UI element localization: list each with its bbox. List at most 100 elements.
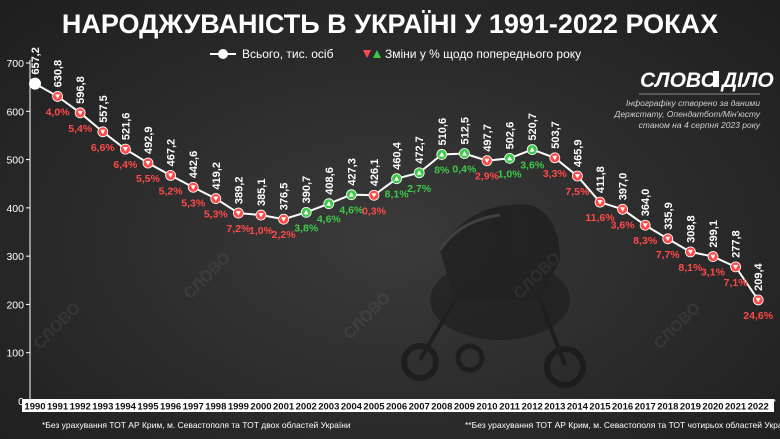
- x-tick-label: 2016: [612, 402, 633, 413]
- down-arrow-icon: [665, 236, 671, 242]
- source-line: Держстату, Опендатбот/Мін'юсту: [613, 109, 760, 119]
- watermark: СЛОВО: [181, 249, 234, 302]
- x-tick-label: 1995: [137, 402, 159, 413]
- change-percent-label: 3,1%: [701, 267, 726, 279]
- data-value-label: 510,6: [437, 118, 449, 146]
- x-tick-label: 1996: [160, 402, 181, 413]
- up-arrow-icon: [348, 192, 354, 197]
- down-arrow-icon: [574, 174, 580, 179]
- change-percent-label: 4,6%: [317, 214, 342, 226]
- x-tick-label: 1991: [47, 402, 69, 413]
- footnote-right: **Без урахування ТОТ АР Крим, м. Севасто…: [465, 420, 780, 430]
- y-tick-label: 400: [6, 203, 24, 215]
- up-arrow-icon: [416, 170, 422, 175]
- change-percent-label: 8%: [434, 164, 450, 176]
- x-tick-label: 1999: [228, 402, 249, 413]
- x-tick-label: 1992: [70, 402, 91, 413]
- up-arrow-icon: [373, 50, 381, 58]
- data-value-label: 426,1: [369, 159, 381, 187]
- down-arrow-icon: [710, 254, 716, 260]
- x-tick-label: 2017: [635, 402, 656, 413]
- data-value-label: 521,6: [120, 113, 132, 141]
- y-tick-label: 100: [6, 348, 24, 360]
- down-arrow-icon: [620, 207, 626, 212]
- up-arrow-icon: [529, 147, 535, 152]
- data-value-label: 492,9: [143, 126, 155, 154]
- down-arrow-icon: [281, 217, 287, 222]
- data-value-label: 308,8: [685, 215, 697, 243]
- x-tick-label: 2001: [273, 402, 295, 413]
- y-tick-label: 200: [6, 299, 24, 311]
- x-tick-label: 1994: [115, 402, 137, 413]
- footnote-mark-2014: *: [588, 397, 592, 407]
- data-value-label: 299,1: [708, 220, 720, 248]
- change-percent-label: 0,4%: [452, 164, 477, 176]
- x-tick-label: 2004: [341, 402, 363, 413]
- x-tick-label: 2010: [476, 402, 497, 413]
- change-percent-label: 4,0%: [46, 106, 71, 118]
- change-percent-label: 8,1%: [385, 189, 410, 201]
- down-arrow-icon: [190, 185, 196, 190]
- x-tick-label: 2019: [680, 402, 701, 413]
- x-axis-band: [22, 399, 774, 412]
- data-value-label: 502,6: [505, 122, 517, 150]
- x-tick-label: 1990: [24, 402, 45, 413]
- stroller-image: [401, 204, 586, 388]
- change-percent-label: 7,7%: [656, 249, 681, 261]
- change-percent-label: 5,5%: [136, 173, 161, 185]
- x-tick-label: 2021: [725, 402, 747, 413]
- x-tick-label: 2003: [318, 402, 339, 413]
- data-value-label: 376,5: [279, 183, 291, 211]
- y-tick-label: 600: [6, 106, 24, 118]
- data-value-label: 465,9: [572, 140, 584, 168]
- data-value-label: 397,0: [618, 173, 630, 201]
- source-line: Інфографіку створено за даними: [626, 98, 760, 108]
- change-percent-label: 7,2%: [226, 223, 251, 235]
- down-arrow-icon: [145, 160, 151, 166]
- x-tick-label: 2012: [522, 402, 543, 413]
- change-percent-label: 4,6%: [339, 205, 364, 217]
- data-value-label: 442,6: [188, 151, 200, 179]
- down-arrow-icon: [642, 223, 648, 228]
- change-percent-label: 3,8%: [294, 222, 319, 234]
- up-arrow-icon: [507, 155, 513, 161]
- change-percent-label: 5,3%: [181, 197, 206, 209]
- legend-marker: [218, 49, 228, 59]
- change-percent-label: 5,2%: [159, 185, 184, 197]
- data-value-label: 596,8: [75, 76, 87, 104]
- data-value-label: 557,5: [98, 95, 110, 123]
- data-point: [29, 77, 41, 90]
- x-tick-label: 2013: [544, 402, 565, 413]
- change-percent-label: 0,3%: [362, 205, 387, 217]
- change-percent-label: 11,6%: [585, 212, 615, 224]
- logo-separator: [713, 71, 719, 87]
- data-value-label: 385,1: [256, 179, 268, 207]
- change-percent-label: 3,3%: [543, 168, 568, 180]
- down-arrow-icon: [122, 147, 128, 152]
- down-arrow-icon: [687, 249, 693, 255]
- x-tick-label: 2015: [589, 402, 611, 413]
- data-value-label: 364,0: [640, 189, 652, 217]
- change-percent-label: 7,1%: [724, 277, 749, 289]
- down-arrow-icon: [371, 193, 377, 198]
- change-percent-label: 6,4%: [113, 159, 138, 171]
- change-percent-label: 1,0%: [249, 225, 274, 237]
- data-value-label: 460,4: [392, 141, 404, 169]
- x-tick-label: 2014: [567, 402, 589, 413]
- x-tick-label: 2011: [499, 402, 520, 413]
- chart-title: НАРОДЖУВАНІСТЬ В УКРАЇНІ У 1991-2022 РОК…: [62, 9, 718, 39]
- down-arrow-icon: [552, 155, 558, 161]
- footnote-mark-2022: **: [769, 397, 776, 407]
- data-value-label: 411,8: [595, 166, 607, 193]
- watermarks: СЛОВО СЛОВО СЛОВО СЛОВО СЛОВО: [31, 249, 704, 352]
- data-value-label: 657,2: [30, 47, 42, 75]
- y-axis: 0 100 200 300 400 500 600 700: [6, 58, 31, 408]
- data-value-label: 520,7: [527, 113, 539, 141]
- x-axis: 1990 1991 1992 1993 1994 1995 1996 1997 1998 1999…: [24, 402, 768, 413]
- x-tick-label: 2009: [454, 402, 475, 413]
- data-value-label: 389,2: [233, 177, 245, 205]
- up-arrow-icon: [326, 201, 332, 206]
- x-tick-label: 1997: [183, 402, 204, 413]
- y-tick-label: 700: [6, 58, 24, 70]
- change-percent-label: 1,0%: [498, 168, 523, 180]
